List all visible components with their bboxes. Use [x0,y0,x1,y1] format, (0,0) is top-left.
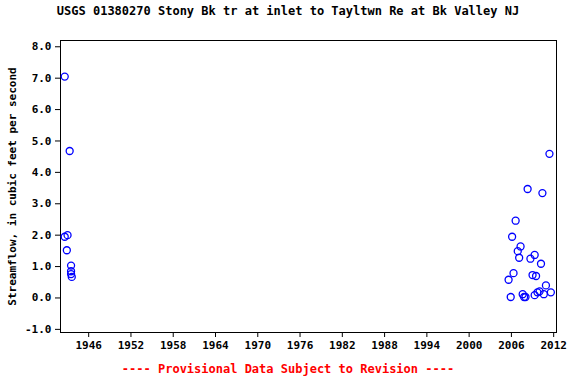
svg-text:Streamflow, in cubic feet per: Streamflow, in cubic feet per second [6,67,19,305]
svg-text:-1.0: -1.0 [25,323,52,336]
svg-text:8.0: 8.0 [32,40,52,53]
svg-text:3.0: 3.0 [32,197,52,210]
svg-text:2.0: 2.0 [32,229,52,242]
svg-text:1982: 1982 [329,339,356,352]
svg-text:2000: 2000 [456,339,483,352]
svg-text:6.0: 6.0 [32,103,52,116]
svg-text:1952: 1952 [118,339,145,352]
svg-text:1970: 1970 [245,339,272,352]
svg-text:1946: 1946 [75,339,102,352]
svg-text:7.0: 7.0 [32,72,52,85]
html-text:---- Provisional Data Subject: ---- Provisional Data Subject to Revisio… [121,362,455,376]
svg-text:1958: 1958 [160,339,187,352]
svg-text:1.0: 1.0 [32,260,52,273]
svg-text:1994: 1994 [414,339,441,352]
svg-text:5.0: 5.0 [32,134,52,147]
svg-text:4.0: 4.0 [32,166,52,179]
svg-text:2006: 2006 [498,339,525,352]
svg-text:1976: 1976 [287,339,314,352]
html-text:USGS 01380270 Stony Bk tr at i: USGS 01380270 Stony Bk tr at inlet to Ta… [56,4,520,18]
svg-text:1988: 1988 [371,339,398,352]
svg-text:1964: 1964 [202,339,229,352]
svg-text:0.0: 0.0 [32,291,52,304]
svg-text:2012: 2012 [540,339,567,352]
